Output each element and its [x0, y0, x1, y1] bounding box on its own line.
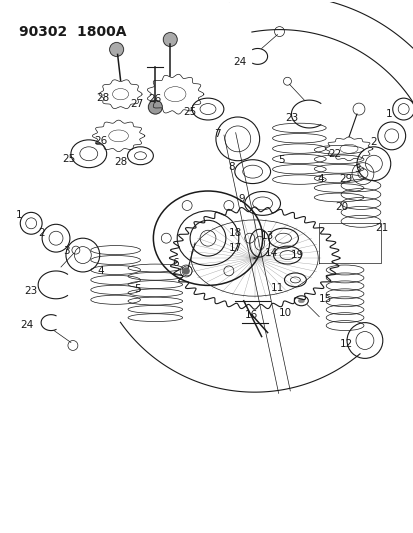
Text: 24: 24: [21, 320, 34, 329]
Text: 2: 2: [370, 137, 376, 147]
Text: 25: 25: [62, 154, 76, 164]
Text: 6: 6: [171, 258, 178, 268]
Text: 2: 2: [38, 228, 44, 238]
Text: 5: 5: [134, 284, 140, 294]
Text: 1: 1: [16, 211, 23, 220]
Circle shape: [109, 43, 123, 56]
Text: 19: 19: [290, 250, 303, 260]
Text: 26: 26: [94, 136, 107, 146]
Circle shape: [183, 268, 189, 274]
Circle shape: [148, 100, 162, 114]
Text: 17: 17: [229, 243, 242, 253]
Text: 5: 5: [278, 155, 284, 165]
Text: 24: 24: [233, 58, 246, 67]
Text: 23: 23: [284, 113, 297, 123]
Text: 26: 26: [148, 94, 161, 104]
Text: 10: 10: [278, 308, 291, 318]
Text: 3: 3: [64, 246, 70, 256]
Text: 14: 14: [264, 248, 278, 258]
Text: 7: 7: [213, 129, 220, 139]
Text: 12: 12: [339, 340, 352, 350]
Text: 1: 1: [385, 109, 391, 119]
Text: 28: 28: [96, 93, 109, 103]
Text: 9: 9: [238, 195, 244, 205]
Text: 11: 11: [270, 283, 283, 293]
Text: 4: 4: [97, 266, 104, 276]
Circle shape: [163, 33, 177, 46]
Text: 25: 25: [183, 107, 196, 117]
Text: 22: 22: [328, 149, 341, 159]
Text: 29: 29: [339, 174, 352, 183]
Text: 90302  1800A: 90302 1800A: [19, 25, 126, 38]
Text: 23: 23: [24, 286, 38, 296]
Text: 15: 15: [318, 294, 331, 304]
Text: 4: 4: [317, 174, 324, 183]
Ellipse shape: [298, 299, 304, 303]
Text: 18: 18: [229, 228, 242, 238]
Text: 27: 27: [130, 99, 143, 109]
Text: 8: 8: [228, 161, 235, 172]
Text: 28: 28: [114, 157, 127, 167]
Text: 21: 21: [374, 223, 387, 233]
Text: 16: 16: [244, 310, 258, 320]
Text: 3: 3: [353, 164, 359, 174]
Text: 20: 20: [335, 203, 348, 212]
Text: 13: 13: [260, 231, 273, 241]
